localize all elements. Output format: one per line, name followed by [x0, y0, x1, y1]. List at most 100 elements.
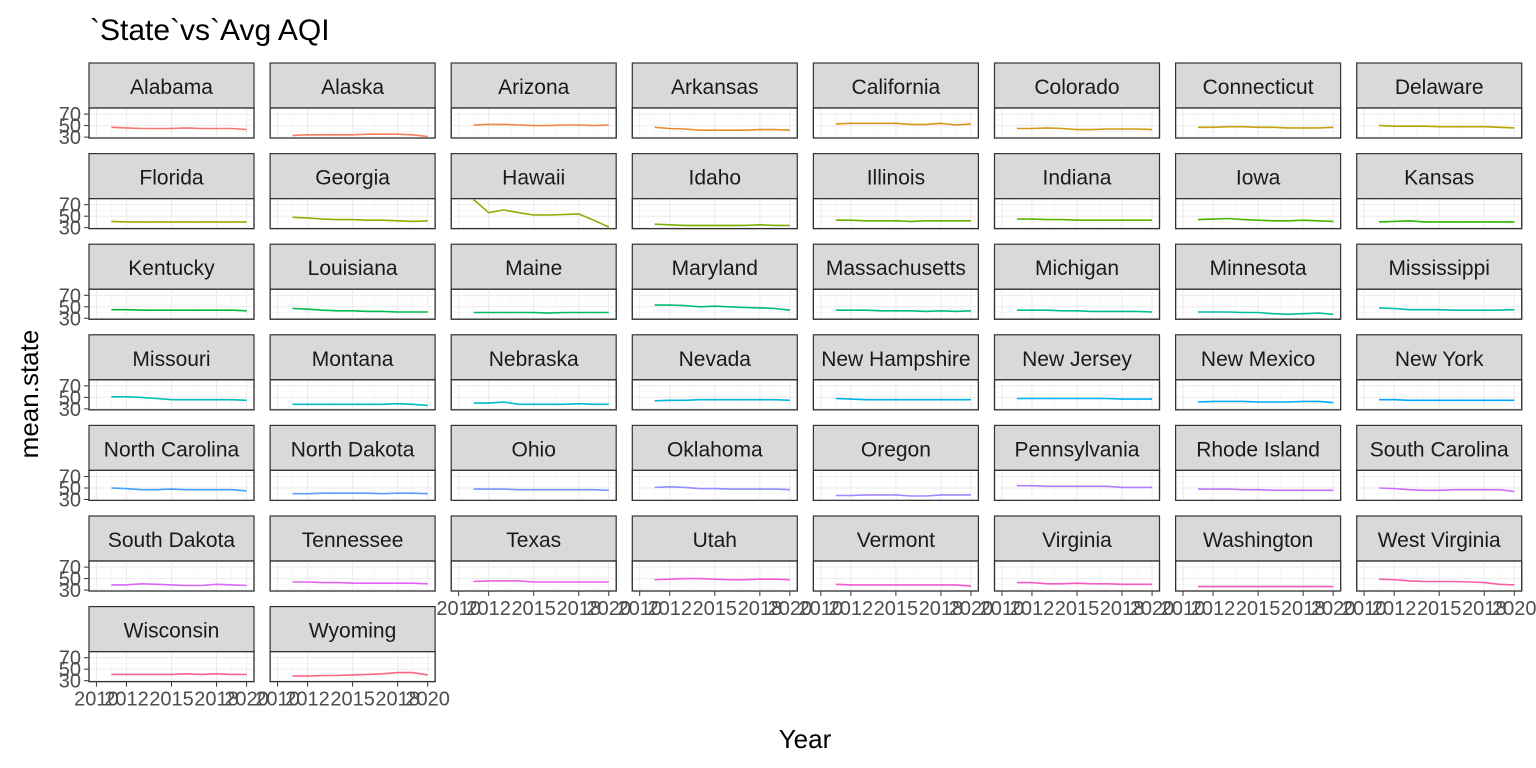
facet-connecticut: Connecticut — [1174, 62, 1342, 139]
gridlines — [813, 198, 979, 229]
facet-minnesota: Minnesota — [1174, 243, 1342, 320]
facet-panel-border-missouri — [88, 379, 255, 411]
facet-label-louisiana: Louisiana — [308, 257, 398, 280]
series-line-florida — [111, 220, 247, 223]
facet-label-tennessee: Tennessee — [302, 529, 404, 552]
gridlines — [994, 289, 1160, 320]
facet-panel-border-michigan — [993, 288, 1161, 320]
facet-label-maine: Maine — [505, 257, 562, 280]
facet-california: California — [812, 62, 980, 139]
series-line-california — [835, 122, 972, 126]
facet-panel-border-kentucky — [88, 288, 255, 320]
facet-strip-washington — [1174, 515, 1342, 562]
y-tick-label: 50 — [59, 478, 81, 500]
y-tick-label: 70 — [59, 285, 81, 307]
series-line-kansas — [1379, 219, 1515, 223]
facet-label-iowa: Iowa — [1236, 167, 1281, 190]
y-tick-label: 50 — [59, 569, 81, 591]
y-tick-label: 50 — [59, 116, 81, 138]
facet-label-washington: Washington — [1203, 529, 1313, 552]
facet-label-montana: Montana — [312, 348, 394, 371]
facet-strip-minnesota — [1174, 243, 1342, 290]
gridlines — [632, 108, 798, 138]
facet-panel-border-california — [812, 107, 980, 139]
y-tick-label: 70 — [59, 648, 81, 670]
facet-label-kentucky: Kentucky — [128, 257, 215, 280]
gridlines — [89, 470, 254, 501]
facet-panel-border-north-carolina — [88, 469, 255, 501]
gridlines — [813, 379, 979, 410]
facet-label-arkansas: Arkansas — [671, 76, 759, 99]
gridlines — [994, 198, 1160, 229]
facet-strip-hawaii — [450, 153, 617, 200]
facet-label-florida: Florida — [139, 167, 204, 190]
facet-south-carolina: South Carolina — [1356, 424, 1523, 501]
facet-strip-montana — [269, 334, 436, 381]
y-tick-label: 30 — [59, 218, 81, 240]
gridlines — [994, 108, 1160, 138]
x-tick-label: 2012 — [466, 598, 511, 620]
facet-label-new-york: New York — [1395, 348, 1484, 371]
series-line-virginia — [1016, 581, 1153, 586]
facet-strip-louisiana — [269, 243, 436, 290]
x-tick-label: 2020 — [224, 689, 269, 711]
y-tick-label: 30 — [59, 580, 81, 602]
y-tick-label: 70 — [59, 557, 81, 579]
facet-label-california: California — [852, 76, 941, 99]
series-line-kentucky — [111, 308, 247, 312]
facet-panel-border-new-mexico — [1174, 379, 1342, 411]
x-tick-label: 2015 — [511, 598, 556, 620]
gridlines — [270, 379, 436, 410]
series-line-connecticut — [1198, 125, 1334, 129]
facet-strip-kentucky — [88, 243, 255, 290]
facet-panel-border-minnesota — [1174, 288, 1342, 320]
facet-strip-north-carolina — [88, 424, 255, 471]
facet-label-indiana: Indiana — [1043, 167, 1112, 190]
y-tick-label: 30 — [59, 127, 81, 149]
x-tick-label: 2018 — [738, 598, 783, 620]
facet-panel-border-alabama — [88, 107, 255, 139]
facet-panel-border-hawaii — [450, 198, 617, 230]
y-tick-label: 50 — [59, 659, 81, 681]
facet-panel-border-alaska — [269, 107, 436, 139]
facet-label-rhode-island: Rhode Island — [1196, 438, 1320, 461]
gridlines — [89, 108, 254, 138]
series-line-michigan — [1016, 309, 1153, 313]
series-line-pennsylvania — [1016, 484, 1153, 489]
series-line-minnesota — [1198, 311, 1334, 316]
series-line-oregon — [835, 494, 971, 497]
facet-strip-maine — [450, 243, 617, 290]
facet-panel-border-north-dakota — [269, 469, 436, 501]
facet-panel-border-illinois — [812, 198, 980, 230]
facet-label-alabama: Alabama — [130, 76, 213, 99]
x-tick-label: 2020 — [1492, 598, 1536, 620]
facet-panel-border-rhode-island — [1174, 469, 1342, 501]
facet-label-north-carolina: North Carolina — [104, 438, 240, 461]
facet-label-south-dakota: South Dakota — [108, 529, 236, 552]
facet-arizona: Arizona — [450, 62, 617, 139]
facet-strip-alaska — [269, 62, 436, 109]
x-tick-label: 2020 — [949, 598, 994, 620]
y-tick-label: 70 — [59, 195, 81, 217]
facet-strip-california — [812, 62, 980, 109]
series-line-delaware — [1379, 124, 1515, 129]
x-tick-label: 2010 — [617, 598, 662, 620]
facet-strip-wisconsin — [88, 605, 255, 653]
y-axis-title: mean.state — [14, 330, 44, 459]
facet-panel-border-new-hampshire — [812, 379, 980, 411]
gridlines — [994, 470, 1160, 501]
facet-delaware: Delaware — [1356, 62, 1523, 139]
series-line-massachusetts — [835, 309, 972, 313]
facet-panel-border-arkansas — [631, 107, 798, 139]
gridlines — [89, 289, 254, 320]
x-tick-label: 2018 — [194, 689, 239, 711]
series-line-utah — [654, 577, 790, 581]
facet-label-texas: Texas — [506, 529, 561, 552]
facet-label-colorado: Colorado — [1034, 76, 1119, 99]
series-line-north-carolina — [111, 487, 247, 492]
